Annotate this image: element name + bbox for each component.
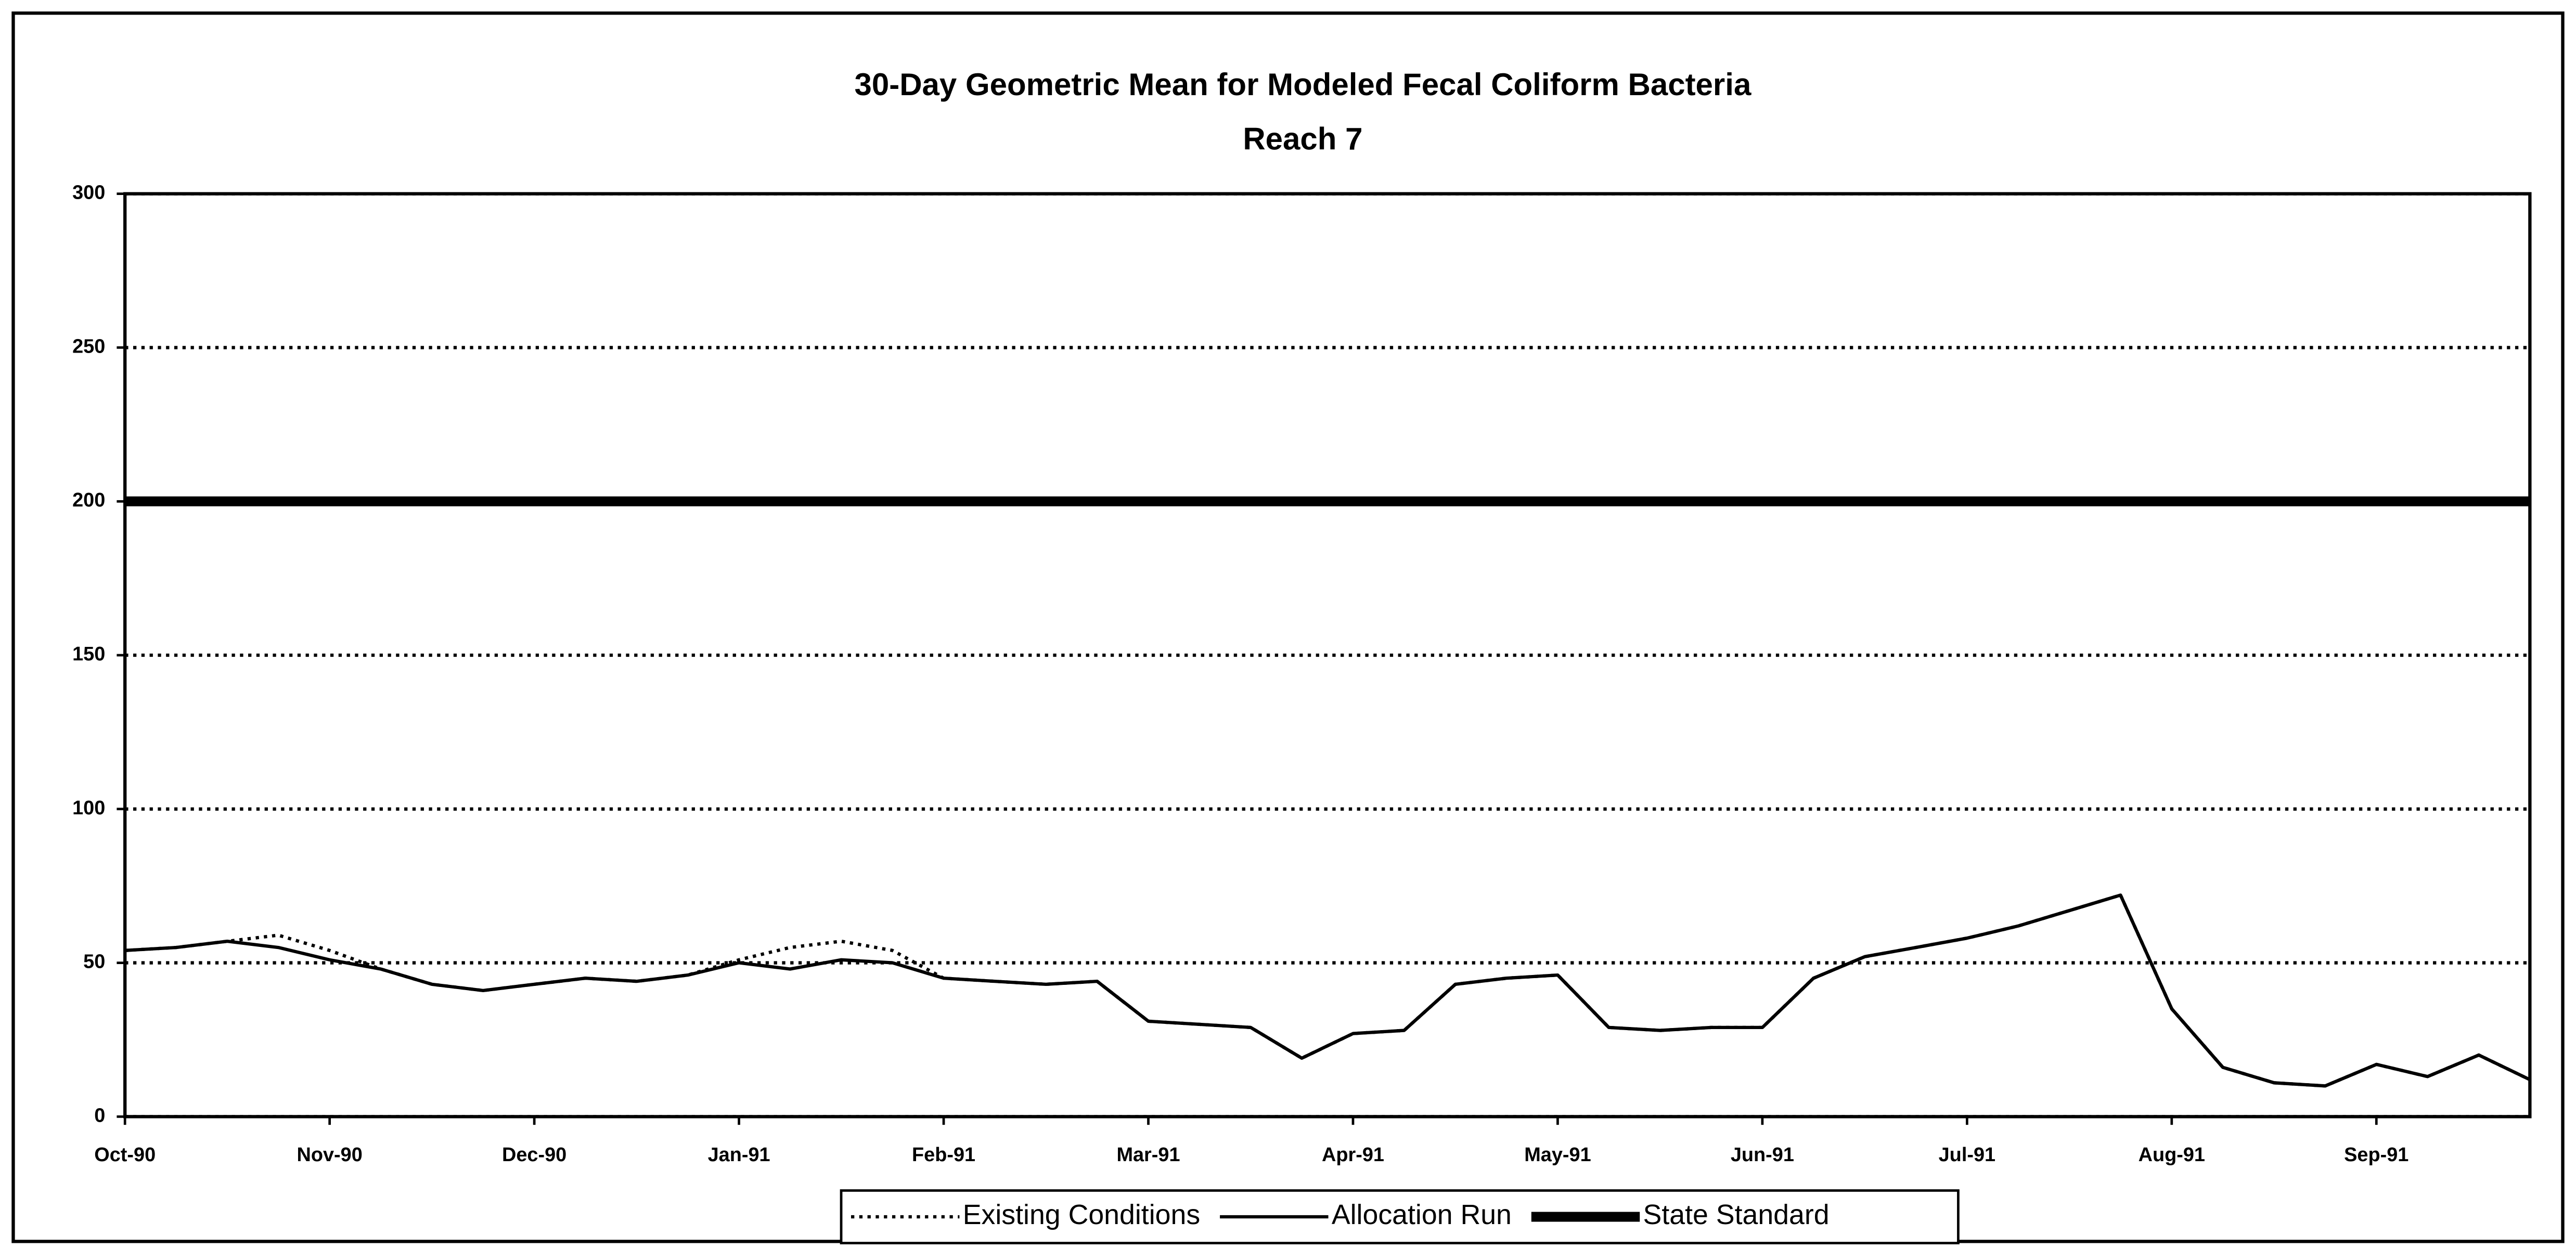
legend-box bbox=[840, 1189, 1960, 1244]
y-tick-label: 200 bbox=[72, 489, 105, 511]
x-tick-label: Nov-90 bbox=[297, 1144, 363, 1166]
chart-title: 30-Day Geometric Mean for Modeled Fecal … bbox=[855, 67, 1751, 102]
legend-label: Allocation Run bbox=[1332, 1199, 1512, 1230]
y-tick-label: 150 bbox=[72, 643, 105, 665]
y-tick-label: 250 bbox=[72, 335, 105, 357]
y-tick-label: 0 bbox=[94, 1104, 105, 1126]
legend-label: Existing Conditions bbox=[963, 1199, 1200, 1230]
x-tick-label: Sep-91 bbox=[2344, 1144, 2408, 1166]
x-tick-label: Jan-91 bbox=[708, 1144, 770, 1166]
series-line bbox=[125, 893, 2531, 1088]
x-tick-label: Apr-91 bbox=[1322, 1144, 1384, 1166]
x-tick-label: Feb-91 bbox=[912, 1144, 975, 1166]
chart-subtitle: Reach 7 bbox=[1243, 121, 1362, 156]
legend-label: State Standard bbox=[1643, 1199, 1830, 1230]
x-tick-label: Oct-90 bbox=[94, 1144, 156, 1166]
x-tick-label: Mar-91 bbox=[1116, 1144, 1180, 1166]
x-tick-label: Aug-91 bbox=[2139, 1144, 2205, 1166]
x-tick-label: Jun-91 bbox=[1731, 1144, 1794, 1166]
y-tick-label: 300 bbox=[72, 182, 105, 204]
y-tick-label: 100 bbox=[72, 797, 105, 819]
chart-frame bbox=[11, 11, 2565, 1243]
x-tick-label: May-91 bbox=[1524, 1144, 1591, 1166]
x-tick-label: Dec-90 bbox=[502, 1144, 566, 1166]
plot-frame bbox=[123, 192, 2532, 1119]
x-tick-label: Jul-91 bbox=[1939, 1144, 1995, 1166]
y-tick-label: 50 bbox=[83, 951, 105, 973]
